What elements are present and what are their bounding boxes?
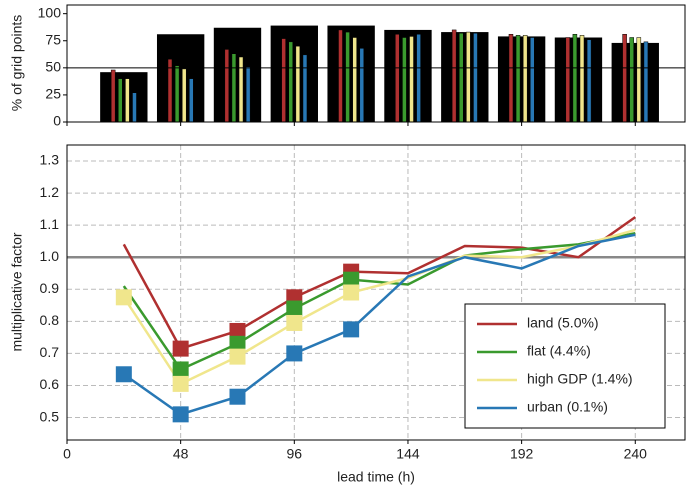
x-tick-label: 192 bbox=[510, 446, 534, 462]
group-bar bbox=[245, 66, 251, 123]
total-bar bbox=[156, 34, 205, 122]
group-bar bbox=[132, 92, 137, 123]
legend-label: high GDP (1.4%) bbox=[527, 371, 633, 387]
total-bar bbox=[327, 25, 375, 122]
x-tick-label: 144 bbox=[396, 446, 420, 462]
x-tick-label: 48 bbox=[173, 446, 189, 462]
group-bar bbox=[338, 29, 343, 123]
group-bar bbox=[224, 49, 230, 123]
y-tick-label: 0.5 bbox=[40, 408, 60, 424]
y-tick-label: 1.2 bbox=[40, 184, 60, 200]
marker bbox=[115, 289, 132, 306]
group-bar bbox=[572, 34, 578, 123]
group-bar bbox=[565, 37, 571, 123]
group-bar bbox=[622, 34, 627, 123]
total-bar bbox=[384, 29, 432, 123]
total-bar bbox=[497, 36, 546, 122]
y-tick-label: 25 bbox=[45, 86, 61, 102]
series-line bbox=[123, 233, 636, 416]
series-line bbox=[122, 231, 636, 372]
group-bar bbox=[288, 41, 294, 123]
group-bar bbox=[302, 54, 308, 123]
legend-label: land (5.0%) bbox=[527, 315, 599, 331]
y-tick-label: 0.8 bbox=[40, 312, 60, 328]
y-tick-label: 1.3 bbox=[40, 152, 60, 168]
group-bar bbox=[515, 35, 521, 123]
group-bar bbox=[409, 36, 414, 123]
marker bbox=[172, 361, 189, 378]
total-bar bbox=[270, 25, 318, 122]
marker bbox=[229, 335, 246, 352]
y-tick-label: 100 bbox=[38, 4, 62, 20]
marker bbox=[343, 321, 360, 338]
marker bbox=[229, 322, 246, 339]
x-tick-label: 96 bbox=[287, 446, 303, 462]
group-bar bbox=[508, 34, 514, 123]
y-tick-label: 50 bbox=[45, 59, 61, 75]
y-tick-label: 0.7 bbox=[40, 344, 60, 360]
marker bbox=[286, 300, 303, 317]
x-tick-label: 0 bbox=[63, 446, 71, 462]
group-bar bbox=[416, 34, 421, 123]
group-bar bbox=[345, 31, 350, 123]
group-bar bbox=[458, 32, 464, 123]
marker bbox=[115, 366, 132, 383]
group-bar bbox=[352, 37, 357, 123]
y-tick-label: 0.6 bbox=[40, 376, 60, 392]
group-bar bbox=[451, 29, 457, 123]
group-bar bbox=[636, 37, 642, 123]
plot-frame bbox=[66, 4, 686, 123]
group-bar bbox=[125, 78, 130, 123]
group-bar bbox=[281, 38, 286, 123]
marker bbox=[172, 375, 189, 392]
total-bar bbox=[100, 72, 148, 122]
group-bar bbox=[473, 32, 478, 123]
group-bar bbox=[167, 58, 173, 123]
y-axis-title: multiplicative factor bbox=[9, 232, 25, 351]
group-bar bbox=[231, 53, 237, 123]
group-bar bbox=[530, 37, 535, 123]
marker bbox=[172, 406, 189, 423]
y-tick-label: 0.9 bbox=[40, 280, 60, 296]
total-bar bbox=[611, 42, 659, 122]
marker bbox=[286, 345, 303, 362]
group-bar bbox=[402, 37, 407, 123]
group-bar bbox=[189, 78, 194, 123]
marker bbox=[286, 314, 303, 331]
legend-label: flat (4.4%) bbox=[527, 343, 591, 359]
group-bar bbox=[295, 45, 301, 123]
total-bar bbox=[441, 32, 489, 123]
group-bar bbox=[522, 35, 528, 123]
plot-frame bbox=[66, 144, 686, 441]
legend-label: urban (0.1%) bbox=[527, 399, 608, 415]
y-tick-label: 1.0 bbox=[40, 248, 60, 264]
group-bar bbox=[629, 37, 634, 123]
group-bar bbox=[395, 34, 400, 123]
group-bar bbox=[181, 68, 187, 123]
marker bbox=[343, 284, 360, 301]
y-tick-label: 1.1 bbox=[40, 216, 60, 232]
marker bbox=[343, 271, 360, 288]
total-bar bbox=[213, 27, 262, 122]
x-axis-title: lead time (h) bbox=[337, 469, 415, 485]
group-bar bbox=[110, 69, 116, 123]
group-bar bbox=[466, 31, 471, 123]
group-bar bbox=[586, 39, 592, 123]
y-axis-title: % of grid points bbox=[9, 15, 25, 112]
y-tick-label: 75 bbox=[45, 31, 61, 47]
marker bbox=[229, 388, 246, 405]
marker bbox=[172, 340, 189, 357]
group-bar bbox=[643, 41, 649, 123]
group-bar bbox=[174, 65, 180, 123]
group-bar bbox=[579, 35, 585, 123]
series-line bbox=[122, 228, 636, 386]
total-bar bbox=[554, 37, 603, 122]
x-tick-label: 240 bbox=[624, 446, 648, 462]
y-tick-label: 0 bbox=[53, 113, 61, 129]
group-bar bbox=[118, 78, 123, 123]
group-bar bbox=[238, 56, 244, 123]
group-bar bbox=[359, 48, 365, 123]
marker bbox=[229, 348, 246, 365]
